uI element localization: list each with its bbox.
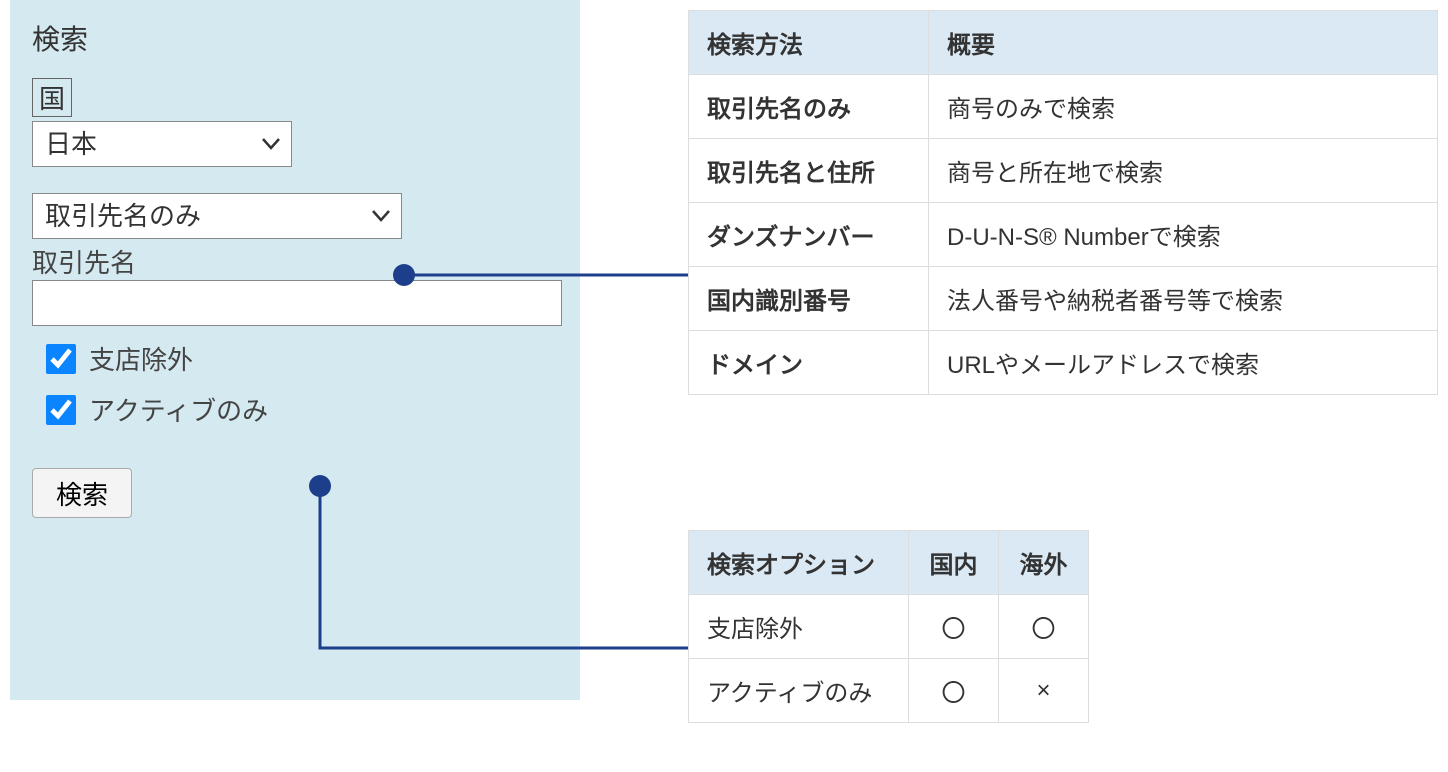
options-cell-domestic: 〇 (909, 595, 999, 659)
exclude-branch-checkbox[interactable] (46, 344, 76, 374)
methods-cell-method: 国内識別番号 (689, 267, 929, 331)
chevron-down-icon (371, 209, 391, 223)
options-cell-option: 支店除外 (689, 595, 909, 659)
table-row: 支店除外〇〇 (689, 595, 1089, 659)
options-cell-option: アクティブのみ (689, 659, 909, 723)
country-label: 国 (32, 78, 72, 117)
methods-cell-method: ドメイン (689, 331, 929, 395)
methods-header-method: 検索方法 (689, 11, 929, 75)
methods-cell-desc: D-U-N-S® Numberで検索 (929, 203, 1438, 267)
table-row: 国内識別番号法人番号や納税者番号等で検索 (689, 267, 1438, 331)
company-name-input[interactable] (32, 280, 562, 326)
methods-header-desc: 概要 (929, 11, 1438, 75)
methods-cell-method: ダンズナンバー (689, 203, 929, 267)
search-panel: 検索 国 日本 取引先名のみ 取引先名 支店除外 アクティブのみ 検索 (10, 0, 580, 700)
methods-cell-desc: 商号のみで検索 (929, 75, 1438, 139)
search-method-select-value: 取引先名のみ (45, 201, 201, 231)
search-method-select[interactable]: 取引先名のみ (32, 193, 402, 239)
table-row: アクティブのみ〇× (689, 659, 1089, 723)
company-name-label: 取引先名 (32, 243, 562, 280)
methods-cell-desc: 商号と所在地で検索 (929, 139, 1438, 203)
country-select-value: 日本 (45, 129, 97, 159)
options-header-option: 検索オプション (689, 531, 909, 595)
methods-cell-method: 取引先名と住所 (689, 139, 929, 203)
table-row: 取引先名のみ商号のみで検索 (689, 75, 1438, 139)
table-row: ダンズナンバーD-U-N-S® Numberで検索 (689, 203, 1438, 267)
country-select[interactable]: 日本 (32, 121, 292, 167)
methods-table: 検索方法 概要 取引先名のみ商号のみで検索取引先名と住所商号と所在地で検索ダンズ… (688, 10, 1438, 395)
exclude-branch-label: 支店除外 (89, 340, 193, 377)
options-cell-domestic: 〇 (909, 659, 999, 723)
options-cell-overseas: 〇 (999, 595, 1089, 659)
table-row: 取引先名と住所商号と所在地で検索 (689, 139, 1438, 203)
search-button[interactable]: 検索 (32, 468, 132, 518)
options-header-overseas: 海外 (999, 531, 1089, 595)
methods-cell-method: 取引先名のみ (689, 75, 929, 139)
table-row: ドメインURLやメールアドレスで検索 (689, 331, 1438, 395)
chevron-down-icon (261, 137, 281, 151)
methods-cell-desc: 法人番号や納税者番号等で検索 (929, 267, 1438, 331)
options-table: 検索オプション 国内 海外 支店除外〇〇アクティブのみ〇× (688, 530, 1089, 723)
options-header-domestic: 国内 (909, 531, 999, 595)
active-only-label: アクティブのみ (89, 391, 268, 428)
active-only-checkbox[interactable] (46, 395, 76, 425)
methods-cell-desc: URLやメールアドレスで検索 (929, 331, 1438, 395)
panel-title: 検索 (32, 18, 562, 58)
options-cell-overseas: × (999, 659, 1089, 723)
